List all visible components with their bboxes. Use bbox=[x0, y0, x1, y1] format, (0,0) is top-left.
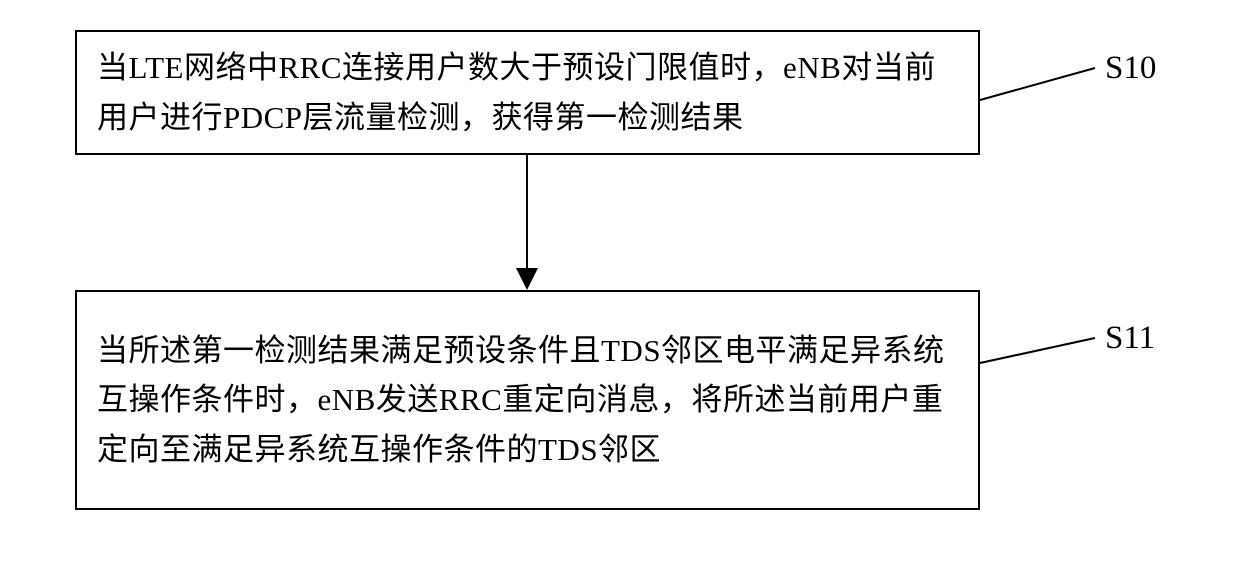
flowchart-step-s10: 当LTE网络中RRC连接用户数大于预设门限值时，eNB对当前用户进行PDCP层流… bbox=[75, 30, 980, 155]
flowchart-canvas: 当LTE网络中RRC连接用户数大于预设门限值时，eNB对当前用户进行PDCP层流… bbox=[0, 0, 1240, 571]
flowchart-step-s10-text: 当LTE网络中RRC连接用户数大于预设门限值时，eNB对当前用户进行PDCP层流… bbox=[97, 43, 958, 142]
flow-arrow-head-icon bbox=[516, 268, 538, 290]
flowchart-step-s11: 当所述第一检测结果满足预设条件且TDS邻区电平满足异系统互操作条件时，eNB发送… bbox=[75, 290, 980, 510]
flow-arrow-line bbox=[526, 155, 528, 268]
step-label-s10-text: S10 bbox=[1105, 50, 1156, 86]
flowchart-step-s11-text: 当所述第一检测结果满足预设条件且TDS邻区电平满足异系统互操作条件时，eNB发送… bbox=[97, 326, 958, 475]
step-label-s11: S11 bbox=[1105, 320, 1155, 357]
step-label-s11-text: S11 bbox=[1105, 320, 1155, 356]
step-label-s10: S10 bbox=[1105, 50, 1156, 87]
